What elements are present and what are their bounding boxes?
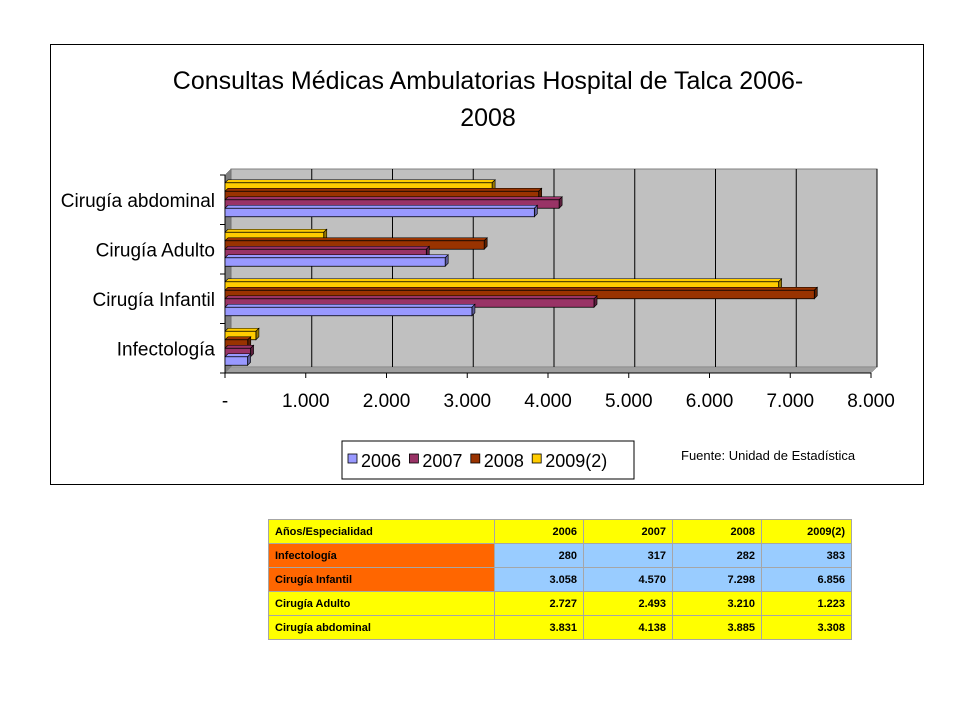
x-tick-label: 7.000 bbox=[766, 391, 814, 412]
table-cell: 3.831 bbox=[494, 615, 584, 640]
bar-top bbox=[224, 204, 539, 209]
x-tick-label: 3.000 bbox=[443, 391, 491, 412]
table-cell: 3.885 bbox=[672, 615, 762, 640]
chart-title: Consultas Médicas Ambulatorias Hospital … bbox=[173, 67, 803, 132]
table-cell: 2.493 bbox=[583, 591, 673, 616]
bar-top bbox=[224, 245, 431, 250]
table-cell: 4.138 bbox=[583, 615, 673, 640]
table-row-label: Infectología bbox=[268, 543, 495, 568]
legend-box bbox=[341, 440, 635, 480]
bar bbox=[224, 207, 535, 218]
bar bbox=[224, 356, 249, 366]
table-cell: 6.856 bbox=[761, 567, 852, 592]
table-cell: 2.727 bbox=[494, 591, 584, 616]
table-row-label: Cirugía abdominal bbox=[268, 615, 495, 640]
table-row-label: Cirugía Infantil bbox=[268, 567, 495, 592]
table-header-2007: 2007 bbox=[583, 519, 673, 544]
bar-top bbox=[224, 278, 783, 283]
table-row-label: Cirugía Adulto bbox=[268, 591, 495, 616]
bar-top bbox=[224, 286, 819, 291]
bar-top bbox=[224, 336, 252, 341]
y-category-label: Cirugía Adulto bbox=[96, 240, 215, 261]
legend-label: 2008 bbox=[484, 451, 524, 471]
legend-label: 2006 bbox=[361, 451, 401, 471]
bar bbox=[224, 306, 473, 317]
x-tick-label: 4.000 bbox=[524, 391, 572, 412]
x-tick-label: 6.000 bbox=[686, 391, 734, 412]
legend-label: 2007 bbox=[422, 451, 462, 471]
y-category-label: Infectología bbox=[117, 339, 216, 360]
legend-label: 2009(2) bbox=[545, 451, 607, 471]
table-row: Cirugía Infantil 3.058 4.570 7.298 6.856 bbox=[268, 567, 852, 592]
bar-chart: Consultas Médicas Ambulatorias Hospital … bbox=[61, 67, 895, 480]
bar-top bbox=[224, 327, 260, 332]
table-cell: 317 bbox=[583, 543, 673, 568]
table-cell: 3.308 bbox=[761, 615, 852, 640]
table-cell: 383 bbox=[761, 543, 852, 568]
chart-title-line: 2008 bbox=[460, 104, 516, 132]
x-tick-label: 5.000 bbox=[605, 391, 653, 412]
legend-swatch bbox=[531, 453, 542, 464]
table-row: Cirugía abdominal 3.831 4.138 3.885 3.30… bbox=[268, 615, 852, 640]
chart-title-line: Consultas Médicas Ambulatorias Hospital … bbox=[173, 67, 803, 95]
bar-top bbox=[224, 303, 476, 308]
table-cell: 4.570 bbox=[583, 567, 673, 592]
plot-floor bbox=[224, 366, 878, 374]
table-cell: 7.298 bbox=[672, 567, 762, 592]
x-tick-label: - bbox=[222, 391, 228, 412]
y-category-label: Cirugía abdominal bbox=[61, 191, 215, 212]
bar-top bbox=[224, 295, 598, 300]
bar-top bbox=[224, 237, 488, 242]
table-header-corner: Años/Especialidad bbox=[268, 519, 495, 544]
table-header-2009: 2009(2) bbox=[761, 519, 852, 544]
table-header-2008: 2008 bbox=[672, 519, 762, 544]
x-tick-label: 1.000 bbox=[282, 391, 330, 412]
table-row: Cirugía Adulto 2.727 2.493 3.210 1.223 bbox=[268, 591, 852, 616]
table-row: Infectología 280 317 282 383 bbox=[268, 543, 852, 568]
x-tick-label: 2.000 bbox=[363, 391, 411, 412]
table-cell: 280 bbox=[494, 543, 584, 568]
bar-top bbox=[224, 344, 255, 349]
table-cell: 3.058 bbox=[494, 567, 584, 592]
source-note: Fuente: Unidad de Estadística bbox=[681, 448, 856, 463]
bar-top bbox=[224, 228, 328, 233]
table-header-2006: 2006 bbox=[494, 519, 584, 544]
table-cell: 3.210 bbox=[672, 591, 762, 616]
bar-top bbox=[224, 353, 252, 358]
chart-panel: Consultas Médicas Ambulatorias Hospital … bbox=[50, 44, 924, 485]
bar-top bbox=[224, 254, 449, 259]
table-cell: 1.223 bbox=[761, 591, 852, 616]
table-cell: 282 bbox=[672, 543, 762, 568]
bar-top bbox=[224, 187, 543, 192]
bar-top bbox=[224, 179, 496, 184]
y-category-label: Cirugía Infantil bbox=[92, 290, 215, 311]
table-header-row: Años/Especialidad 2006 2007 2008 2009(2) bbox=[268, 519, 852, 544]
bar-top bbox=[224, 196, 563, 201]
legend-swatch bbox=[347, 453, 358, 464]
x-tick-label: 8.000 bbox=[847, 391, 895, 412]
data-table: Años/Especialidad 2006 2007 2008 2009(2)… bbox=[268, 519, 852, 640]
legend-swatch bbox=[470, 453, 481, 464]
legend-swatch bbox=[408, 453, 419, 464]
bar bbox=[224, 257, 446, 267]
